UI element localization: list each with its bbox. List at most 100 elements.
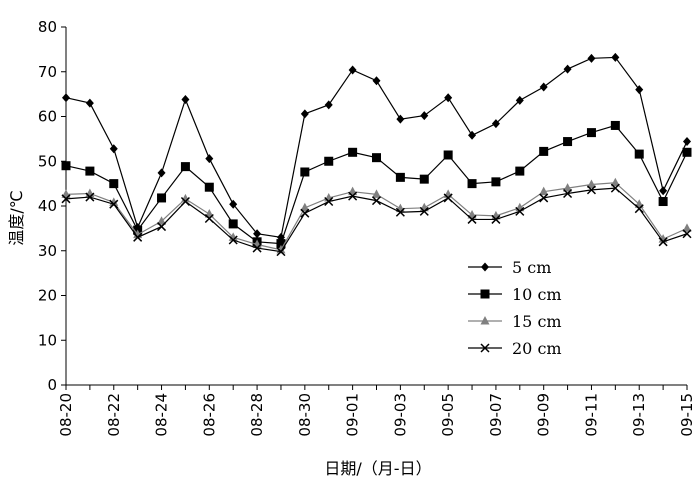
x-tick-label: 09-07 [487,393,505,437]
legend: 5 cm 10 cm 15 cm 20 cm [468,258,562,358]
data-point [348,191,358,201]
data-point [444,93,453,103]
y-tick-label: 80 [38,18,57,36]
data-point [253,229,262,239]
x-tick-label: 09-11 [582,393,600,437]
data-point [372,76,381,86]
data-point [586,128,596,138]
data-point [563,64,572,74]
data-point [133,232,143,242]
data-point [372,153,381,163]
data-point [610,177,620,187]
data-point [276,247,286,257]
x-tick-label: 08-30 [296,393,314,437]
legend-entry: 10 cm [468,285,562,304]
legend-label: 10 cm [512,285,562,304]
data-point [586,185,596,195]
data-point [396,114,405,124]
data-point [611,52,620,62]
series-20cm [61,183,692,257]
x-axis-title: 日期/（月-日） [324,459,431,478]
legend-entry: 5 cm [468,258,551,277]
data-point [563,183,573,192]
data-point [467,214,477,224]
data-point [468,130,477,140]
data-point [682,223,692,232]
data-point [180,196,190,207]
data-point [109,179,119,189]
y-tick-label: 30 [38,242,57,260]
x-tick-label: 09-15 [678,393,696,437]
legend-label: 15 cm [512,312,562,331]
data-point [204,213,214,224]
data-point [395,207,405,217]
legend-label: 5 cm [512,258,551,277]
data-point [204,182,214,192]
data-point [419,206,429,216]
data-point [276,239,286,249]
data-point [587,53,596,63]
legend-marker [480,289,490,299]
data-point [61,194,71,204]
y-tick-label: 40 [38,197,57,215]
x-tick-label: 08-28 [248,393,266,437]
x-tick-label: 08-24 [153,393,171,437]
legend-label: 20 cm [512,339,562,358]
data-point [515,95,524,105]
data-point [85,188,95,197]
data-point [658,197,668,207]
y-tick-label: 70 [38,63,57,81]
y-tick-label: 20 [38,287,57,305]
x-tick-label: 08-22 [105,393,123,437]
data-point [348,147,358,157]
y-axis-title: 温度/℃ [7,190,26,245]
y-tick-label: 0 [47,376,57,394]
data-point [658,237,668,247]
data-point [539,186,549,196]
data-point [228,219,238,229]
data-point [371,196,382,206]
data-point [85,166,95,176]
data-point [85,98,94,108]
data-point [443,189,453,198]
x-tick-label: 09-05 [439,393,457,437]
data-point [443,150,453,160]
axes: 0 10 20 30 40 50 60 70 80 08-20 08-22 08-24 08-26 08-… [38,18,696,437]
data-point [420,111,429,121]
data-point [634,204,644,214]
y-tick-label: 60 [38,108,57,126]
data-point [324,196,334,207]
data-point [300,208,310,218]
data-point [372,189,381,198]
data-point [563,137,573,147]
data-point [109,199,119,209]
data-point [157,222,167,232]
data-point [419,174,429,184]
data-point [300,167,310,177]
data-point [491,214,501,224]
data-point [61,161,71,171]
y-tick-label: 10 [38,331,57,349]
data-point [634,149,644,159]
series-layer [61,52,692,257]
data-point [467,179,477,189]
data-point [491,119,500,129]
x-tick-label: 08-20 [57,393,75,437]
legend-entry: 20 cm [468,339,562,358]
data-point [85,192,95,202]
data-point [515,166,525,176]
x-tick-label: 09-09 [535,393,553,437]
data-point [539,82,548,92]
data-point [109,144,118,154]
data-point [157,193,167,203]
data-point [682,229,692,239]
data-point [491,177,501,187]
legend-marker [480,343,490,353]
data-point [539,193,549,203]
data-point [205,154,214,164]
data-point [228,235,238,245]
data-point [181,94,190,104]
data-point [610,120,620,130]
data-point [683,137,691,147]
